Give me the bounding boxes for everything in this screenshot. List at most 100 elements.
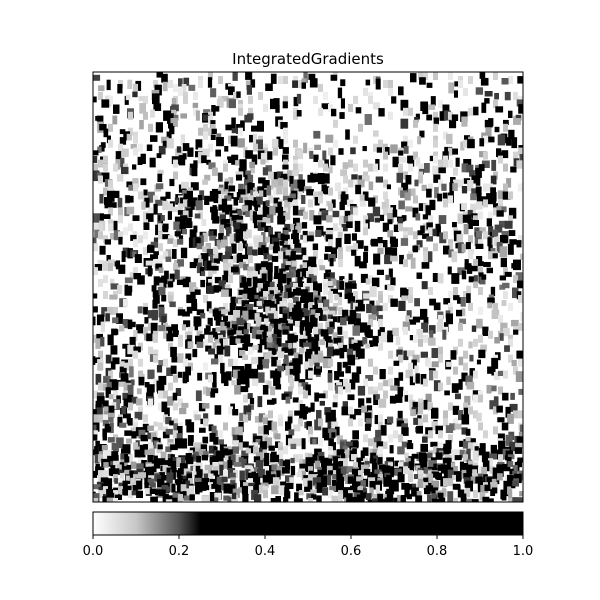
heatmap-cell (216, 286, 222, 292)
heatmap-cell (321, 466, 328, 475)
heatmap-cell (404, 452, 409, 458)
heatmap-cell (219, 224, 225, 234)
heatmap-cell (172, 492, 180, 502)
heatmap-cell (137, 450, 146, 458)
heatmap-cell (271, 398, 277, 404)
heatmap-cell (243, 405, 252, 416)
heatmap-cell (256, 301, 262, 306)
heatmap-cell (327, 373, 333, 383)
heatmap-cell (373, 455, 380, 464)
heatmap-cell (158, 390, 163, 399)
heatmap-cell (408, 362, 413, 371)
heatmap-cell (337, 232, 343, 240)
heatmap-cell (208, 162, 216, 170)
heatmap-cell (407, 155, 414, 164)
heatmap-cell (443, 159, 448, 168)
heatmap-cell (479, 72, 486, 79)
heatmap-cell (260, 314, 266, 322)
heatmap-cell (274, 266, 279, 277)
heatmap-cell (433, 139, 438, 148)
heatmap-cell (231, 492, 237, 500)
heatmap-cell (249, 134, 254, 143)
heatmap-cell (106, 135, 111, 144)
heatmap-cell (231, 324, 238, 331)
heatmap-cell (276, 337, 282, 346)
heatmap-cell (476, 412, 482, 422)
heatmap-cell (504, 486, 509, 497)
heatmap-cell (343, 330, 348, 339)
heatmap-cell (263, 490, 268, 499)
heatmap-cell (314, 346, 321, 353)
heatmap-cell (93, 434, 98, 441)
heatmap-cell (327, 327, 334, 335)
heatmap-cell (153, 195, 158, 204)
heatmap-cell (483, 262, 491, 267)
heatmap-cell (255, 439, 261, 445)
heatmap-cell (352, 325, 360, 336)
heatmap-cell (468, 341, 473, 349)
heatmap-cell (375, 429, 382, 441)
heatmap-cell (168, 342, 173, 351)
heatmap-cell (239, 350, 246, 356)
heatmap-cell (390, 205, 397, 211)
heatmap-cell (299, 281, 305, 288)
heatmap-cell (298, 386, 303, 395)
heatmap-cell (344, 478, 350, 484)
heatmap-cell (180, 484, 187, 495)
heatmap-cell (243, 334, 251, 345)
heatmap-cell (314, 297, 319, 307)
heatmap-cell (408, 287, 413, 295)
heatmap-cell (342, 162, 349, 170)
heatmap-cell (275, 496, 281, 502)
heatmap-cell (422, 214, 429, 220)
heatmap-cell (173, 221, 180, 230)
heatmap-cell (172, 330, 179, 337)
heatmap-cell (165, 499, 174, 502)
heatmap-cell (195, 110, 200, 121)
heatmap-cell (143, 211, 148, 220)
heatmap-cell (416, 240, 423, 248)
heatmap-cell (378, 414, 383, 423)
heatmap-cell (351, 468, 359, 480)
heatmap-cell (388, 466, 394, 478)
heatmap-cell (443, 131, 448, 140)
heatmap-cell (363, 251, 368, 263)
heatmap-cell (331, 199, 336, 208)
heatmap-cell (203, 362, 208, 371)
heatmap-cell (161, 136, 169, 144)
heatmap-cell (257, 186, 265, 194)
heatmap-cell (93, 357, 101, 363)
heatmap-cell (453, 287, 458, 295)
heatmap-cell (127, 285, 133, 293)
heatmap-cell (174, 231, 181, 237)
heatmap-cell (108, 417, 114, 423)
heatmap-cell (118, 236, 123, 245)
heatmap-cell (423, 251, 429, 263)
heatmap-cell (144, 317, 149, 324)
heatmap-cell (132, 91, 138, 98)
heatmap-cell (373, 437, 382, 445)
heatmap-cell (274, 433, 281, 440)
heatmap-cell (291, 364, 298, 369)
heatmap-cell (299, 459, 305, 467)
heatmap-cell (223, 338, 228, 347)
heatmap-cell (103, 128, 109, 138)
heatmap-cell (481, 160, 490, 168)
heatmap-cell (103, 450, 108, 459)
heatmap-cell (293, 163, 298, 172)
heatmap-cell (230, 454, 237, 466)
heatmap-cell (304, 186, 312, 192)
heatmap-cell (254, 237, 261, 249)
heatmap-cell (318, 418, 323, 427)
heatmap-cell (211, 265, 219, 271)
heatmap-cell (103, 291, 108, 299)
heatmap-cell (186, 335, 193, 343)
heatmap-cell (98, 85, 105, 92)
heatmap-cell (294, 320, 301, 328)
heatmap-cell (147, 245, 155, 253)
heatmap-cell (237, 435, 243, 446)
heatmap-cell (140, 153, 146, 164)
heatmap-cell (330, 74, 338, 81)
heatmap-cell (454, 81, 461, 87)
heatmap-cell (364, 468, 371, 476)
